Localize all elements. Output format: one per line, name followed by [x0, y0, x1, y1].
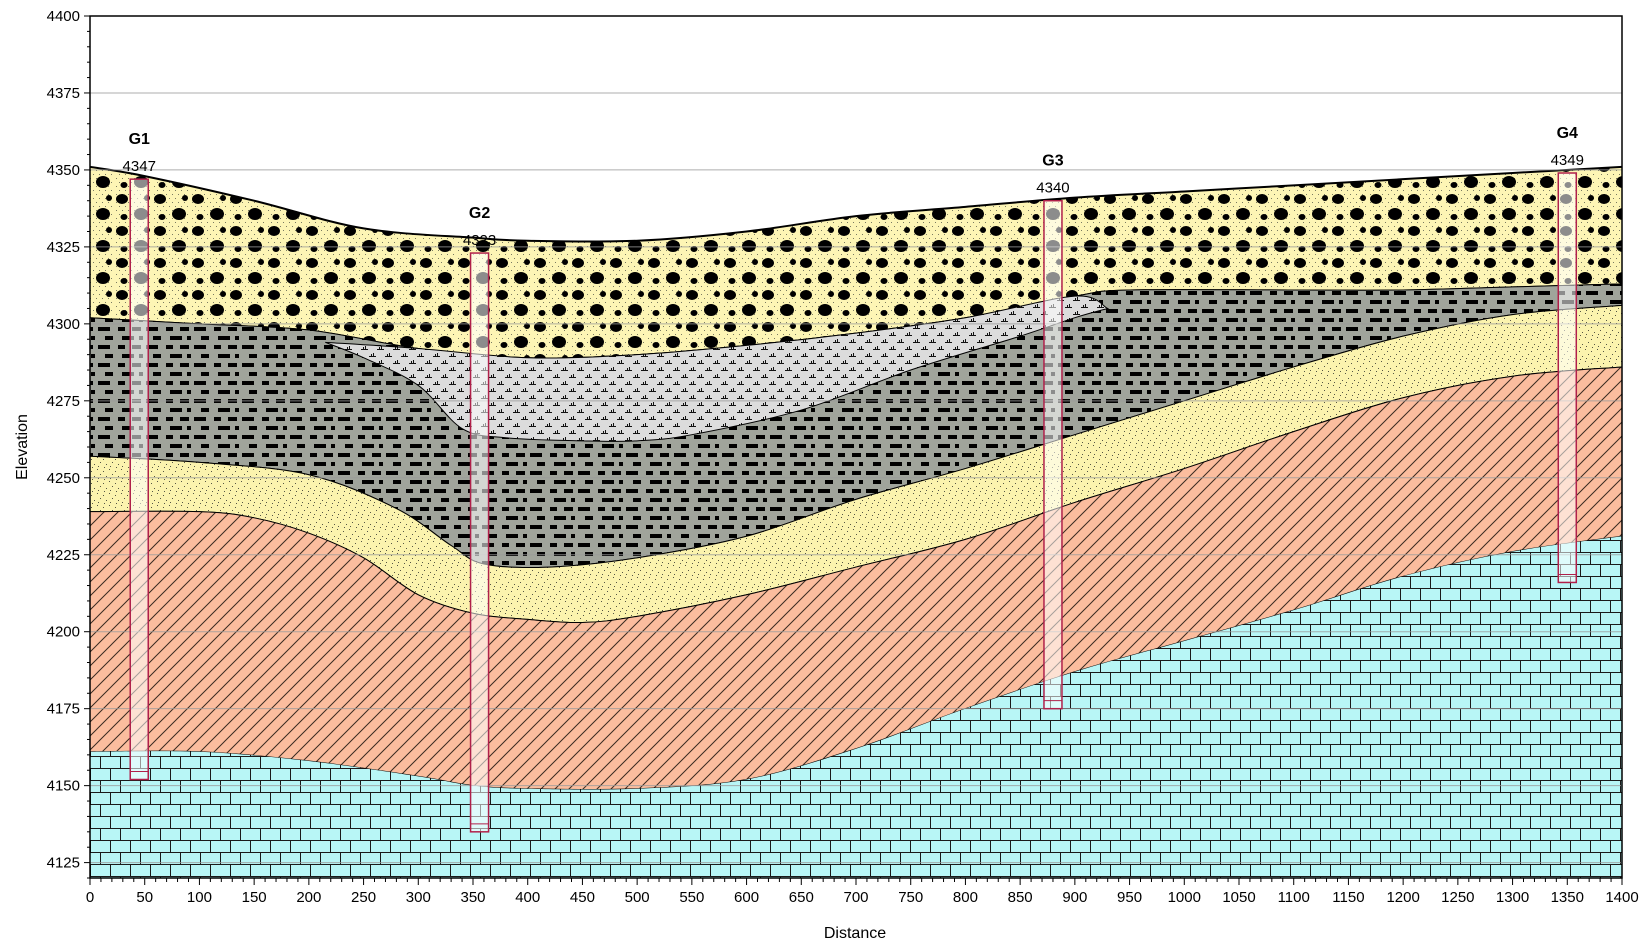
x-tick-label: 400	[515, 889, 540, 906]
x-tick-label: 1350	[1551, 889, 1584, 906]
grid-layer	[90, 16, 1622, 864]
well-borehole	[469, 252, 490, 833]
x-tick-label: 1050	[1222, 889, 1255, 906]
ground-surface-line	[90, 165, 1622, 243]
y-axis-label: Elevation	[14, 414, 31, 480]
x-axis-label: Distance	[824, 925, 886, 942]
x-tick-label: 1250	[1441, 889, 1474, 906]
well-g1: G1 4347	[123, 131, 156, 781]
y-tick-label: 4200	[47, 624, 80, 641]
x-tick-label: 1100	[1278, 889, 1310, 906]
y-tick-label: 4125	[47, 855, 80, 872]
x-tick-label: 150	[242, 889, 267, 906]
x-tick-label: 650	[789, 889, 814, 906]
x-tick-label: 850	[1008, 889, 1033, 906]
well-g4: G4 4349	[1551, 125, 1584, 584]
well-elevation-label: 4323	[463, 232, 496, 249]
well-name-label: G4	[1557, 125, 1578, 142]
well-borehole	[1043, 199, 1063, 710]
y-tick-label: 4375	[47, 85, 80, 102]
x-tick-label: 100	[187, 889, 212, 906]
x-tick-label: 600	[734, 889, 759, 906]
x-tick-label: 300	[406, 889, 431, 906]
x-tick-label: 1000	[1168, 889, 1201, 906]
x-tick-label: 200	[296, 889, 321, 906]
axis-layer: 4125 4150 4175 4200 4225 4250 4275 4300 4325 4350…	[47, 8, 1639, 906]
well-g3: G3 4340	[1036, 153, 1070, 710]
x-tick-label: 500	[625, 889, 650, 906]
x-tick-label: 450	[570, 889, 595, 906]
well-elevation-label: 4349	[1551, 152, 1584, 169]
well-name-label: G1	[129, 131, 150, 148]
y-tick-label: 4350	[47, 162, 80, 179]
well-name-label: G2	[469, 205, 490, 222]
well-borehole	[129, 178, 149, 781]
y-tick-label: 4225	[47, 547, 80, 564]
x-tick-label: 1400	[1605, 889, 1638, 906]
x-tick-label: 250	[351, 889, 376, 906]
well-borehole	[1557, 172, 1578, 584]
y-tick-label: 4250	[47, 470, 80, 487]
y-tick-label: 4300	[47, 316, 80, 333]
x-tick-label: 750	[898, 889, 923, 906]
strata-layer	[90, 165, 1622, 878]
y-tick-label: 4325	[47, 239, 80, 256]
y-tick-label: 4275	[47, 393, 80, 410]
x-tick-label: 700	[843, 889, 868, 906]
well-g2: G2 4323	[463, 205, 496, 833]
y-tick-label: 4175	[47, 701, 80, 718]
x-tick-label: 950	[1117, 889, 1142, 906]
x-tick-label: 900	[1062, 889, 1087, 906]
well-elevation-label: 4347	[123, 158, 156, 175]
x-tick-label: 1300	[1496, 889, 1529, 906]
well-elevation-label: 4340	[1036, 180, 1069, 197]
y-tick-label: 4400	[47, 8, 80, 25]
x-tick-label: 800	[953, 889, 978, 906]
x-tick-label: 550	[679, 889, 704, 906]
well-name-label: G3	[1042, 153, 1063, 170]
x-tick-label: 0	[86, 889, 94, 906]
wells-layer: G1 4347 G2 4323 G3 4340 G4 4349	[123, 125, 1584, 833]
x-tick-label: 1150	[1332, 889, 1364, 906]
x-tick-label: 1200	[1386, 889, 1419, 906]
x-tick-label: 350	[460, 889, 485, 906]
y-tick-label: 4150	[47, 778, 80, 795]
x-tick-label: 50	[136, 889, 153, 906]
